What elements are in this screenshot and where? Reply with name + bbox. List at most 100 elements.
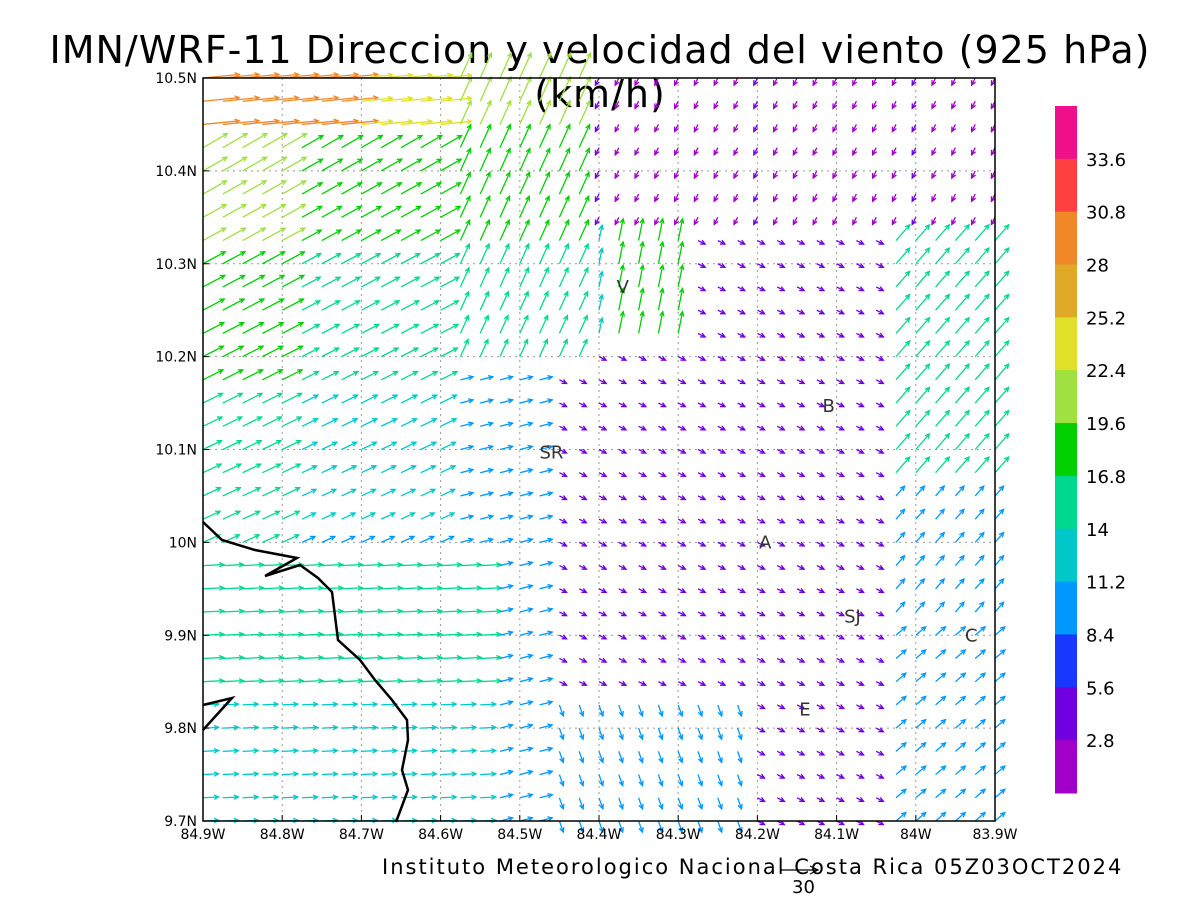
wind-arrow bbox=[281, 251, 306, 265]
wind-arrow bbox=[480, 701, 498, 708]
wind-arrow bbox=[816, 611, 826, 617]
wind-arrow bbox=[594, 100, 600, 110]
wind-arrow bbox=[558, 774, 565, 788]
wind-arrow bbox=[954, 718, 967, 729]
wind-arrow bbox=[499, 676, 515, 683]
wind-arrow bbox=[380, 347, 400, 358]
wind-arrow bbox=[519, 700, 534, 706]
wind-arrow bbox=[736, 774, 743, 788]
wind-arrow bbox=[836, 680, 846, 686]
wind-arrow bbox=[459, 314, 470, 334]
wind-arrow bbox=[559, 611, 568, 617]
wind-arrow bbox=[519, 491, 534, 497]
wind-arrow bbox=[677, 611, 687, 617]
wind-arrow bbox=[578, 242, 589, 265]
wind-arrow bbox=[519, 218, 530, 241]
wind-arrow bbox=[361, 252, 382, 265]
wind-arrow bbox=[381, 748, 399, 754]
wind-arrow bbox=[994, 625, 1007, 636]
wind-arrow bbox=[634, 100, 640, 110]
wind-arrow bbox=[697, 518, 707, 524]
map-title: IMN/WRF-11 Direccion y velocidad del vie… bbox=[49, 28, 1151, 116]
wind-arrow bbox=[420, 654, 444, 661]
wind-arrow bbox=[658, 425, 667, 431]
wind-arrow bbox=[618, 240, 626, 264]
wind-arrow bbox=[994, 485, 1005, 497]
wind-arrow bbox=[281, 227, 307, 242]
wind-arrow bbox=[776, 657, 786, 663]
wind-arrow bbox=[381, 608, 404, 614]
wind-arrow bbox=[836, 309, 846, 315]
wind-arrow bbox=[321, 631, 345, 638]
wind-arrow bbox=[658, 495, 667, 501]
wind-arrow bbox=[757, 634, 766, 640]
wind-arrow bbox=[931, 147, 937, 157]
wind-arrow bbox=[262, 510, 281, 520]
wind-arrow bbox=[895, 601, 906, 613]
wind-arrow bbox=[911, 77, 917, 87]
wind-arrow bbox=[361, 323, 381, 334]
wind-arrow bbox=[222, 608, 246, 614]
wind-arrow bbox=[479, 51, 493, 79]
wind-arrow bbox=[836, 448, 846, 454]
wind-arrow bbox=[776, 402, 786, 408]
wind-arrow bbox=[440, 535, 456, 543]
wind-arrow bbox=[994, 718, 1007, 729]
wind-arrow bbox=[935, 601, 946, 613]
wind-arrow bbox=[420, 229, 442, 242]
wind-arrow bbox=[931, 124, 937, 133]
wind-arrow bbox=[361, 748, 379, 754]
wind-arrow bbox=[994, 455, 1010, 474]
wind-arrow bbox=[757, 518, 766, 524]
wind-arrow bbox=[440, 512, 456, 520]
wind-arrow bbox=[420, 724, 438, 731]
wind-arrow bbox=[816, 588, 826, 594]
wind-arrow bbox=[519, 630, 534, 636]
wind-arrow bbox=[994, 246, 1010, 265]
wind-arrow bbox=[558, 751, 565, 764]
wind-arrow bbox=[772, 77, 778, 87]
wind-arrow bbox=[614, 217, 620, 226]
wind-arrow bbox=[915, 363, 931, 381]
wind-arrow bbox=[202, 392, 224, 404]
wind-arrow bbox=[618, 448, 628, 454]
wind-arrow bbox=[281, 534, 301, 543]
wind-arrow bbox=[499, 630, 515, 636]
wind-arrow bbox=[479, 123, 492, 148]
wind-arrow bbox=[301, 300, 322, 311]
wind-arrow bbox=[856, 541, 865, 547]
wind-arrow bbox=[911, 193, 917, 203]
wind-arrow bbox=[677, 355, 687, 361]
wind-arrow bbox=[578, 541, 588, 547]
wind-arrow bbox=[713, 217, 719, 226]
wind-arrow bbox=[776, 750, 786, 756]
wind-arrow bbox=[202, 463, 223, 474]
wind-arrow bbox=[594, 147, 600, 157]
wind-arrow bbox=[519, 584, 534, 590]
wind-arrow bbox=[202, 227, 227, 242]
wind-arrow bbox=[519, 51, 532, 79]
wind-arrow bbox=[480, 748, 498, 754]
wind-arrow bbox=[361, 771, 379, 777]
wind-arrow bbox=[737, 634, 747, 640]
wind-arrow bbox=[460, 514, 475, 520]
wind-arrow bbox=[737, 309, 747, 315]
wind-arrow bbox=[658, 518, 667, 524]
wind-arrow bbox=[202, 748, 221, 754]
wind-arrow bbox=[594, 217, 600, 226]
wind-arrow bbox=[875, 634, 885, 640]
wind-arrow bbox=[836, 518, 846, 524]
wind-arrow bbox=[713, 193, 719, 203]
colorbar-segment bbox=[1055, 370, 1077, 424]
wind-arrow bbox=[400, 794, 419, 800]
wind-arrow bbox=[654, 170, 660, 180]
wind-arrow bbox=[697, 332, 707, 338]
wind-arrow bbox=[242, 534, 261, 543]
wind-arrow bbox=[816, 704, 826, 710]
wind-arrow bbox=[281, 132, 308, 149]
wind-arrow bbox=[460, 537, 475, 544]
wind-arrow bbox=[222, 156, 249, 172]
wind-arrow bbox=[618, 611, 628, 617]
wind-arrow bbox=[361, 654, 384, 661]
